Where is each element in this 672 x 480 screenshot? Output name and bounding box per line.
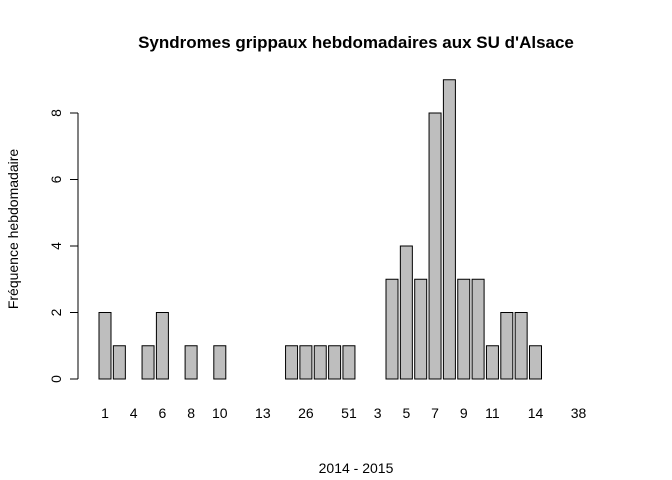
y-tick-label: 6 [48,175,64,183]
bar [457,278,471,380]
bar [428,112,442,380]
bar [213,345,227,380]
bar [399,245,413,380]
y-tick-label: 2 [48,308,64,316]
bar [184,345,198,380]
x-tick-label: 14 [528,405,544,421]
bars-group [98,79,542,380]
bar [414,278,428,380]
x-tick-label: 6 [159,405,167,421]
x-tick-label: 1 [101,405,109,421]
bar [529,345,542,380]
bar [313,345,327,380]
y-tick-label: 0 [48,375,64,383]
x-tick-label: 11 [485,405,500,421]
bar [155,312,169,380]
x-tick-label: 4 [130,405,138,421]
bar [442,79,456,380]
chart-title: Syndromes grippaux hebdomadaires aux SU … [138,33,574,52]
bar [342,345,356,380]
x-tick-labels: 1 4 6 8 10 13 26 51 3 5 7 9 11 14 38 [101,405,586,421]
bar [112,345,126,380]
x-tick-label: 51 [341,405,357,421]
bar [328,345,342,380]
x-tick-label: 8 [187,405,195,421]
bar [471,278,485,380]
x-tick-label: 9 [460,405,468,421]
x-tick-label: 7 [431,405,439,421]
x-tick-label: 5 [402,405,410,421]
y-axis: 0 2 4 6 8 [48,109,79,383]
bar [385,278,399,380]
y-tick-label: 8 [48,109,64,117]
y-axis-label: Fréquence hebdomadaire [5,149,21,310]
bar [485,345,499,380]
bar [98,312,112,380]
y-tick-label: 4 [48,242,64,250]
bar [500,312,514,380]
x-axis-label: 2014 - 2015 [319,460,394,476]
bar [141,345,155,380]
bar [285,345,299,380]
bar [299,345,313,380]
x-tick-label: 3 [374,405,382,421]
bar [514,312,528,380]
x-tick-label: 13 [255,405,271,421]
x-tick-label: 26 [298,405,314,421]
x-tick-label: 38 [571,405,587,421]
x-tick-label: 10 [212,405,228,421]
